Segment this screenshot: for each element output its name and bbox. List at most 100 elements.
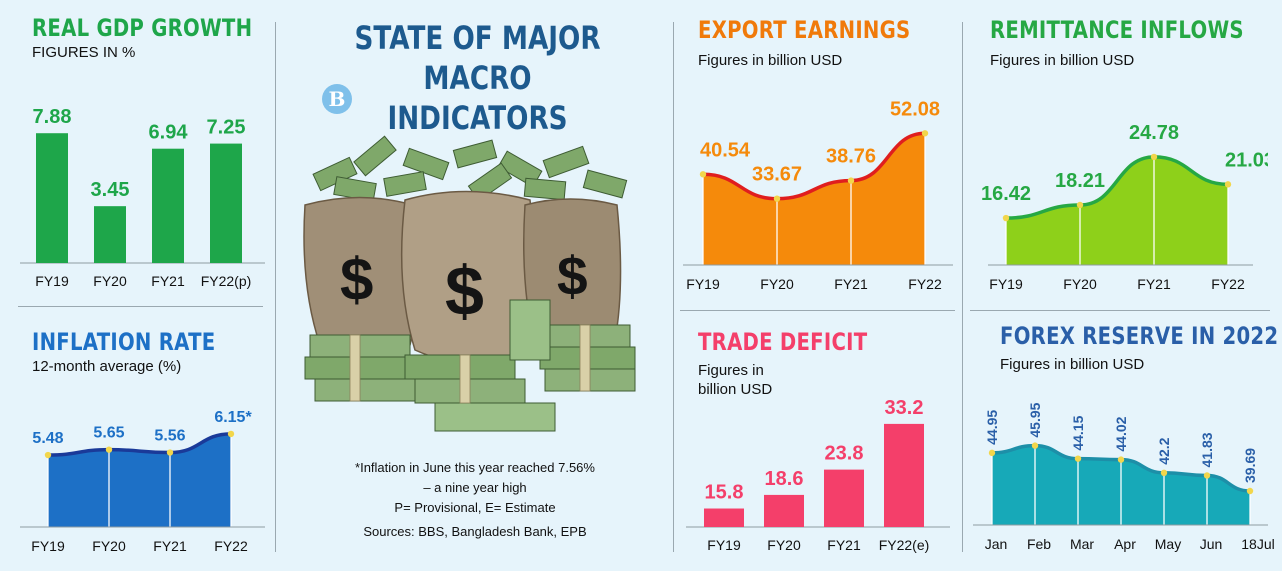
point-inflation-0 [44, 451, 52, 459]
tick-label-gdp-3: FY22(p) [201, 273, 252, 289]
remittance-chart: 16.42 FY19 18.21 FY20 24.78 FY21 21.03 FY22 [981, 122, 1268, 292]
bar-trade-1 [764, 494, 804, 527]
point-export-0 [699, 171, 707, 178]
remittance-panel: REMITTANCE INFLOWS Figures in billion US… [990, 16, 1282, 69]
inflation-panel: INFLATION RATE 12-month average (%) [32, 328, 256, 375]
point-forex-6 [1246, 487, 1254, 495]
tick-label-gdp-2: FY21 [151, 273, 185, 289]
tick-label-remittance-0: FY19 [989, 276, 1023, 292]
note-sources: Sources: BBS, Bangladesh Bank, EPB [363, 524, 587, 539]
export-panel: EXPORT EARNINGS Figures in billion USD [698, 16, 957, 69]
point-remittance-3 [1224, 181, 1232, 188]
data-label-forex-1: 45.95 [1027, 402, 1043, 437]
tick-label-trade-1: FY20 [767, 537, 801, 553]
gdp-chart: 7.88 FY19 3.45 FY20 6.94 FY21 7.25 FY22(p) [20, 106, 265, 289]
data-label-remittance-1: 18.21 [1055, 170, 1105, 192]
point-inflation-1 [105, 446, 113, 453]
data-label-forex-3: 44.02 [1113, 416, 1129, 451]
forex-title: FOREX RESERVE IN 2022 [1000, 322, 1279, 350]
tick-label-forex-0: Jan [985, 536, 1008, 552]
tick-label-forex-6: 18Jul [1241, 536, 1274, 552]
remittance-title: REMITTANCE INFLOWS [990, 16, 1244, 44]
tick-label-trade-0: FY19 [707, 537, 741, 553]
data-label-inflation-3: 6.15* [214, 409, 252, 426]
tick-label-export-2: FY21 [834, 276, 868, 292]
divider-v3 [962, 22, 963, 552]
gdp-panel: REAL GDP GROWTH FIGURES IN % [32, 14, 301, 61]
tick-label-remittance-3: FY22 [1211, 276, 1245, 292]
forex-chart: 44.95 Jan 45.95 Feb 44.15 Mar 44.02 Apr 42.2 May 4… [973, 402, 1275, 552]
tick-label-forex-2: Mar [1070, 536, 1094, 552]
data-label-gdp-1: 3.45 [91, 179, 130, 201]
data-label-trade-1: 18.6 [765, 468, 804, 490]
tick-label-trade-2: FY21 [827, 537, 861, 553]
tick-label-export-1: FY20 [760, 276, 794, 292]
export-chart: 40.54 FY19 33.67 FY20 38.76 FY21 52.08 FY22 [683, 98, 953, 292]
svg-text:$: $ [445, 252, 484, 330]
tick-label-gdp-1: FY20 [93, 273, 127, 289]
tick-label-trade-3: FY22(e) [879, 537, 930, 553]
area-export [703, 133, 925, 265]
tick-label-forex-5: Jun [1200, 536, 1223, 552]
tick-label-inflation-2: FY21 [153, 538, 187, 554]
tick-label-forex-3: Apr [1114, 536, 1136, 552]
data-label-gdp-3: 7.25 [207, 117, 246, 139]
area-inflation [48, 433, 231, 527]
point-export-1 [773, 195, 781, 202]
tick-label-gdp-0: FY19 [35, 273, 69, 289]
data-label-trade-0: 15.8 [705, 482, 744, 504]
data-label-inflation-0: 5.48 [32, 430, 63, 447]
page-title: STATE OF MAJOR MACRO INDICATORS [300, 18, 655, 138]
trade-subtitle-1: Figures in [698, 362, 764, 379]
title-line-2: INDICATORS [387, 99, 568, 137]
bar-gdp-2 [152, 148, 184, 263]
svg-text:$: $ [557, 245, 588, 307]
data-label-inflation-1: 5.65 [93, 425, 124, 442]
tick-label-inflation-3: FY22 [214, 538, 248, 554]
remittance-subtitle: Figures in billion USD [990, 52, 1135, 69]
svg-text:$: $ [340, 246, 373, 313]
divider-v2 [673, 22, 674, 552]
data-label-forex-2: 44.15 [1070, 415, 1086, 450]
divider-v1 [275, 22, 276, 552]
point-remittance-0 [1002, 214, 1010, 222]
export-subtitle: Figures in billion USD [698, 52, 843, 69]
point-inflation-2 [166, 449, 174, 456]
point-forex-4 [1160, 469, 1168, 476]
data-label-gdp-2: 6.94 [149, 122, 189, 144]
tick-label-forex-1: Feb [1027, 536, 1051, 552]
line-remittance [1005, 155, 1229, 220]
tick-label-export-0: FY19 [686, 276, 720, 292]
data-label-forex-5: 41.83 [1199, 432, 1215, 467]
forex-panel: FOREX RESERVE IN 2022 Figures in billion… [1000, 322, 1282, 373]
line-inflation [47, 432, 232, 457]
tick-label-inflation-1: FY20 [92, 538, 126, 554]
money-bags-illustration: $ $ $ [303, 135, 636, 432]
bar-gdp-1 [94, 206, 126, 263]
bar-gdp-0 [36, 133, 68, 263]
data-label-export-1: 33.67 [752, 164, 802, 186]
divider-h-left [18, 306, 263, 307]
divider-h-mid [680, 310, 955, 311]
data-label-remittance-0: 16.42 [981, 183, 1031, 205]
logo: B [322, 84, 352, 114]
tick-label-remittance-1: FY20 [1063, 276, 1097, 292]
forex-subtitle: Figures in billion USD [1000, 356, 1145, 373]
trade-chart: 15.8 FY19 18.6 FY20 23.8 FY21 33.2 FY22(e) [686, 397, 950, 553]
tick-label-forex-4: May [1155, 536, 1181, 552]
line-export [702, 131, 926, 201]
point-inflation-3 [227, 430, 235, 438]
point-remittance-2 [1150, 153, 1158, 161]
data-label-trade-2: 23.8 [825, 443, 864, 465]
point-remittance-1 [1076, 201, 1084, 209]
bar-trade-3 [884, 423, 924, 527]
trade-title: TRADE DEFICIT [698, 328, 868, 356]
note-nine-year: – a nine year high [423, 480, 527, 495]
divider-h-right [970, 310, 1270, 311]
point-forex-0 [988, 449, 996, 457]
inflation-chart: 5.48 FY19 5.65 FY20 5.56 FY21 6.15* FY22 [20, 409, 265, 554]
point-export-2 [847, 177, 855, 184]
point-forex-3 [1117, 456, 1125, 463]
data-label-forex-0: 44.95 [984, 410, 1000, 445]
data-label-remittance-2: 24.78 [1129, 122, 1179, 144]
